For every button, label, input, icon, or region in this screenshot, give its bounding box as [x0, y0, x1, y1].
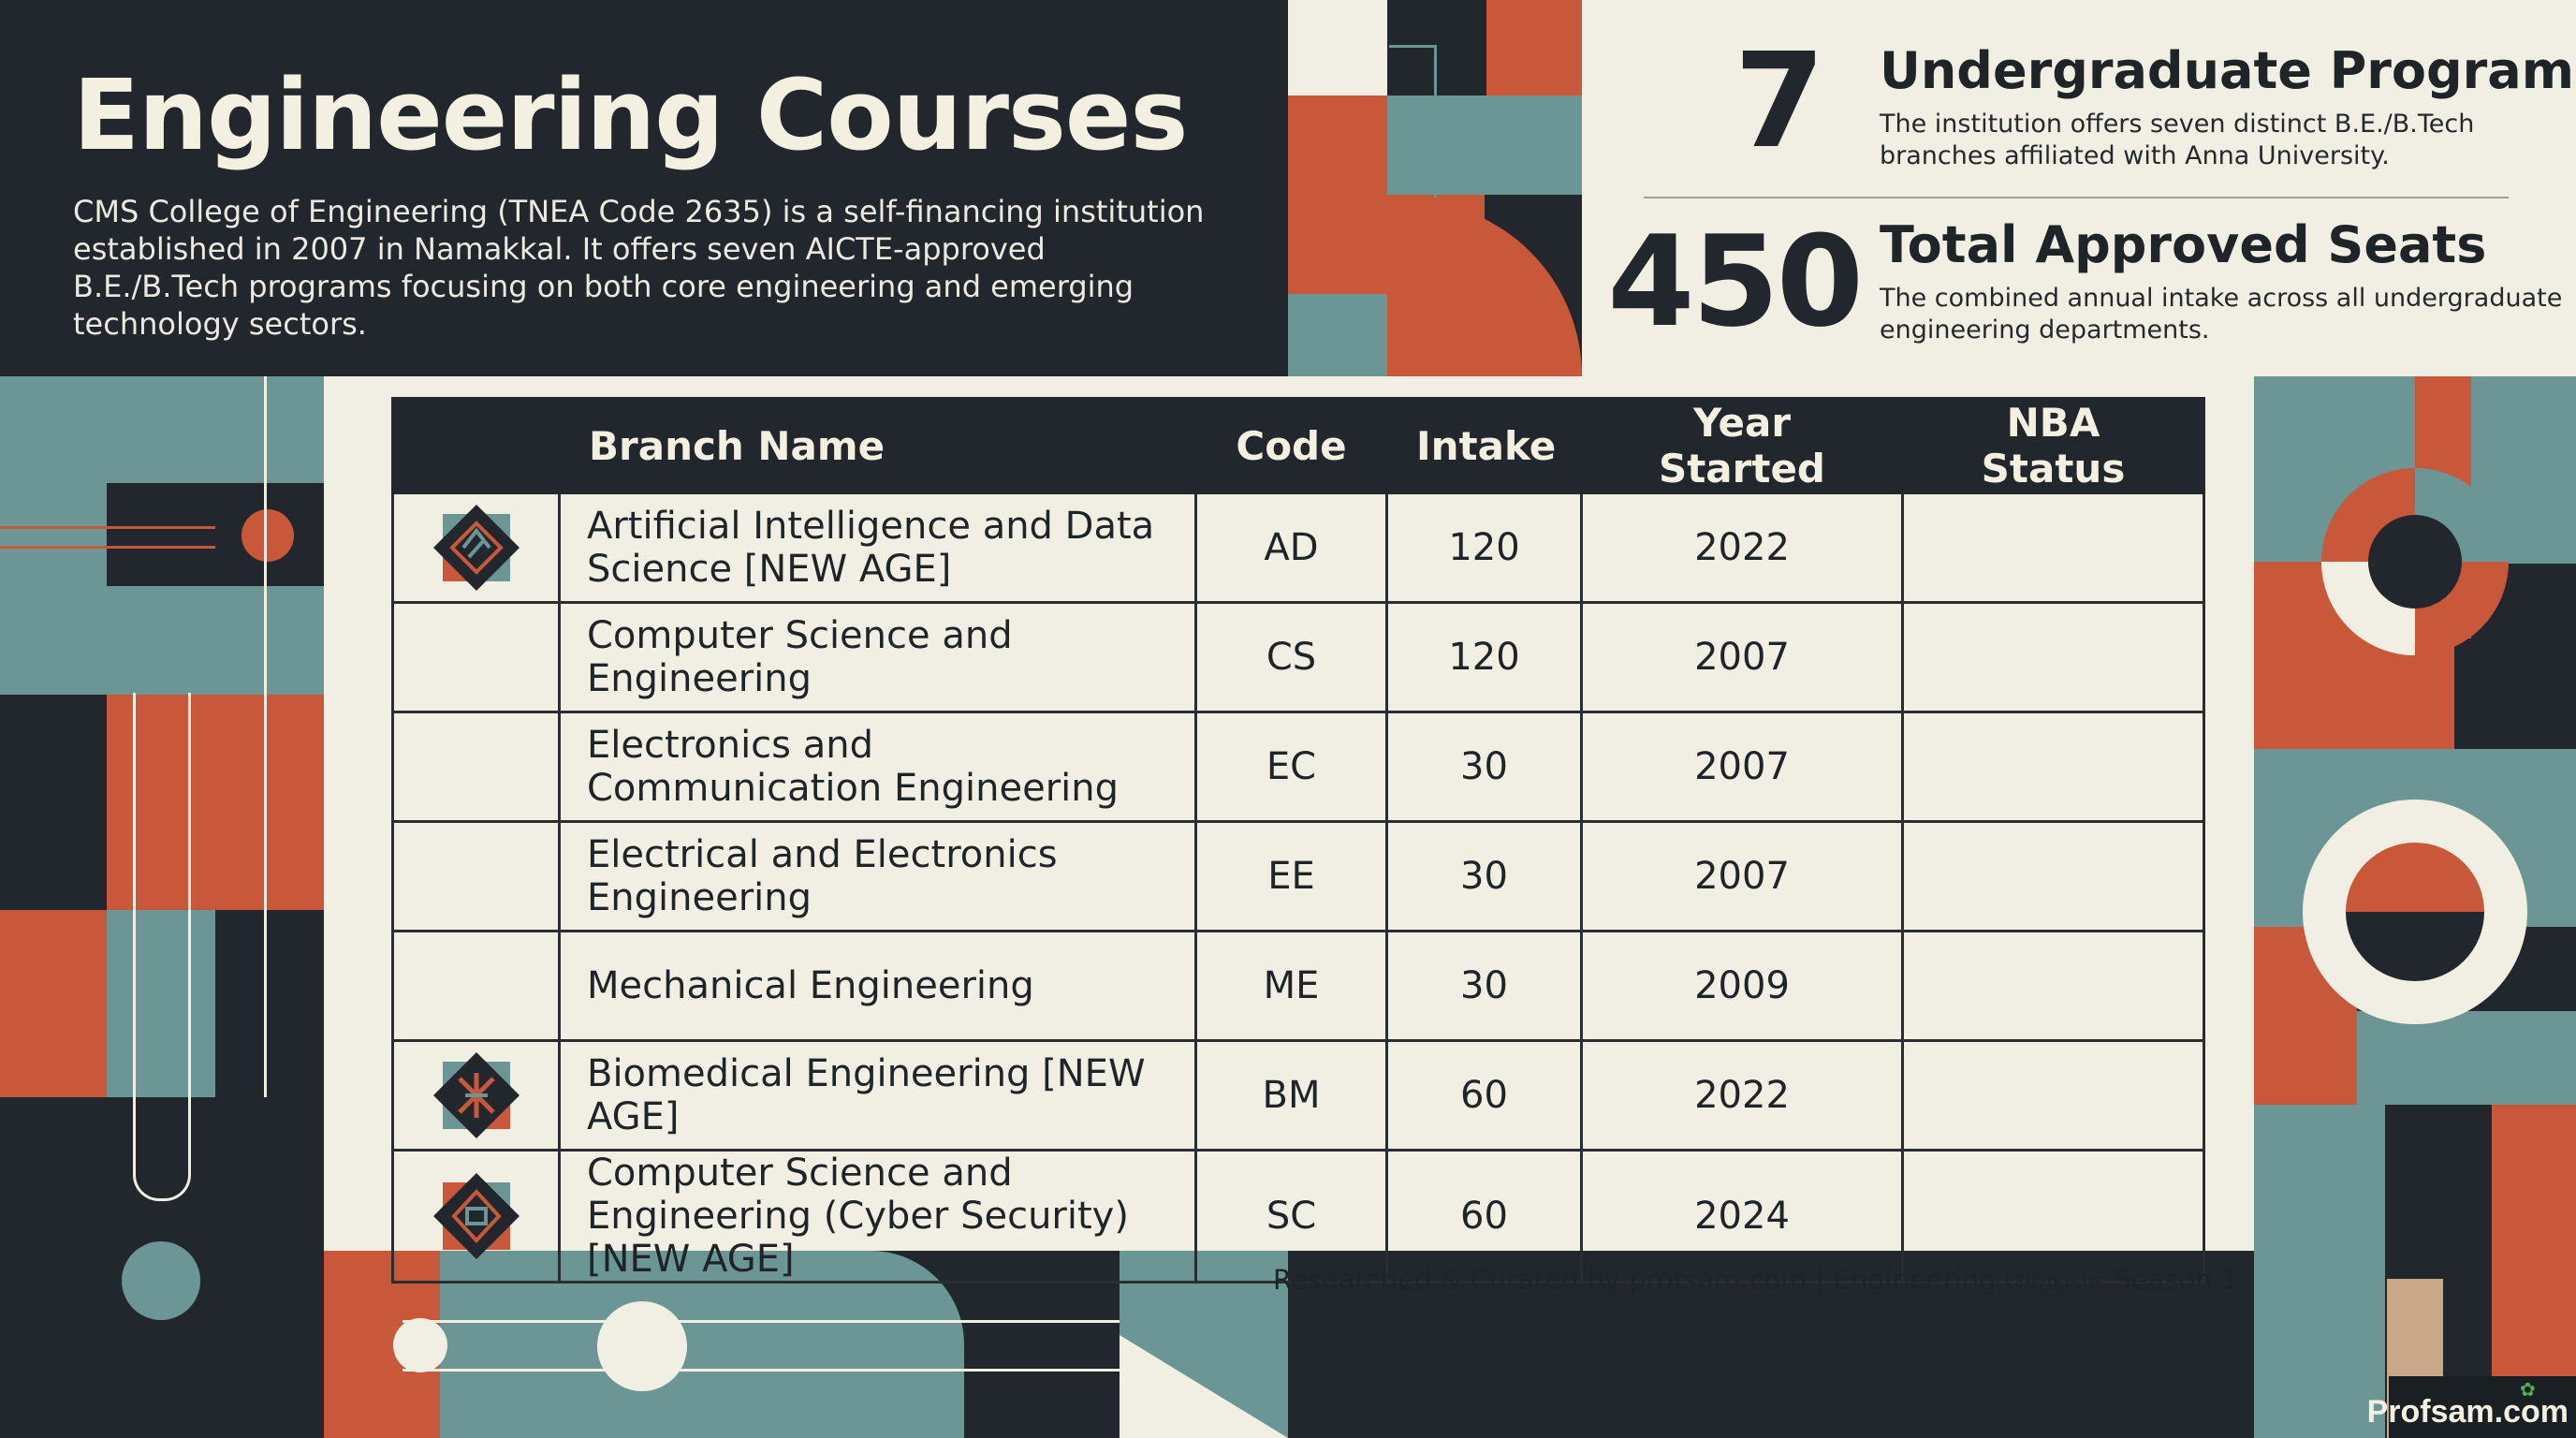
deco-line	[402, 1320, 1120, 1323]
stat-description: The institution offers seven distinct B.…	[1880, 110, 2475, 170]
table-row: Mechanical Engineering ME 30 2009	[391, 930, 2205, 1042]
branch-icon-cell	[391, 930, 561, 1042]
deco-circle	[393, 1318, 447, 1372]
branch-code: BM	[1194, 1039, 1388, 1152]
deco-line	[0, 526, 215, 549]
deco-triangle	[1120, 1335, 1288, 1438]
branch-nba-status	[1901, 492, 2205, 604]
column-header: Branch Name	[558, 397, 1197, 494]
watermark: ✿ Profsam.com	[2367, 1376, 2576, 1438]
column-header: NBA Status	[1901, 397, 2205, 494]
deco-line	[402, 1369, 1120, 1372]
branch-icon-cell	[391, 820, 561, 932]
deco-block	[107, 695, 324, 910]
deco-line	[264, 376, 267, 1097]
branch-nba-status	[1901, 820, 2205, 932]
branch-intake: 60	[1385, 1149, 1583, 1284]
branch-nba-status	[1901, 1039, 2205, 1152]
deco-circle	[597, 1301, 687, 1391]
courses-table: Branch Name Code Intake Year Started NBA…	[391, 397, 2205, 1284]
deco-block	[2357, 1011, 2576, 1105]
branch-name: Computer Science and Engineering	[558, 601, 1197, 713]
column-header-icon	[391, 397, 561, 494]
stat-number: 7	[1734, 25, 1825, 178]
branch-year: 2022	[1580, 1039, 1904, 1152]
deco-block	[1486, 0, 1582, 95]
deco-block	[2254, 1105, 2385, 1438]
branch-intake: 30	[1385, 711, 1583, 823]
branch-year: 2007	[1580, 820, 1904, 932]
branch-code: SC	[1194, 1149, 1388, 1284]
stat-title: Total Approved Seats	[1880, 215, 2487, 274]
branch-name: Biomedical Engineering [NEW AGE]	[558, 1039, 1197, 1152]
column-header: Intake	[1385, 397, 1583, 494]
branch-icon-cell	[391, 711, 561, 823]
branch-year: 2007	[1580, 711, 1904, 823]
deco-quarter-circle	[1387, 200, 1582, 376]
stat-title: Undergraduate Programs	[1880, 41, 2576, 100]
deco-u-shape	[133, 693, 191, 1201]
branch-icon-cell	[391, 492, 561, 604]
deco-block	[1288, 1316, 2224, 1438]
table-row: Electrical and Electronics Engineering E…	[391, 820, 2205, 932]
ai-badge-icon	[432, 503, 521, 593]
branch-name: Computer Science and Engineering (Cyber …	[558, 1149, 1197, 1284]
footer-credit: Researched & Curated by profsam.com | En…	[1273, 1264, 2239, 1296]
biomedical-badge-icon	[432, 1050, 521, 1140]
logo-icon: ✿	[2520, 1378, 2536, 1401]
page-title: Engineering Courses	[73, 58, 1188, 172]
stat-description: The combined annual intake across all un…	[1880, 284, 2563, 345]
branch-year: 2022	[1580, 492, 1904, 604]
branch-nba-status	[1901, 601, 2205, 713]
branch-icon-cell	[391, 601, 561, 713]
cyber-security-badge-icon	[432, 1171, 521, 1261]
branch-name: Electronics and Communication Engineerin…	[558, 711, 1197, 823]
branch-code: EC	[1194, 711, 1388, 823]
deco-block	[215, 910, 324, 1097]
branch-name: Electrical and Electronics Engineering	[558, 820, 1197, 932]
branch-name: Artificial Intelligence and Data Science…	[558, 492, 1197, 604]
stats-panel: 7 Undergraduate Programs The institution…	[1582, 0, 2576, 376]
table-row: Computer Science and Engineering (Cyber …	[391, 1149, 2205, 1284]
branch-code: AD	[1194, 492, 1388, 604]
branch-intake: 120	[1385, 492, 1583, 604]
table-row: Artificial Intelligence and Data Science…	[391, 492, 2205, 604]
column-header: Code	[1194, 397, 1388, 494]
branch-year: 2009	[1580, 930, 1904, 1042]
branch-code: EE	[1194, 820, 1388, 932]
column-header: Year Started	[1580, 397, 1904, 494]
table-row: Biomedical Engineering [NEW AGE] BM 60 2…	[391, 1039, 2205, 1152]
deco-block	[1288, 95, 1387, 195]
branch-intake: 30	[1385, 820, 1583, 932]
stats-divider	[1644, 197, 2509, 198]
deco-ring-hole	[2368, 515, 2462, 609]
deco-line	[1389, 45, 1437, 198]
courses-table-card: Branch Name Code Intake Year Started NBA…	[324, 376, 2254, 1284]
deco-circle	[242, 509, 294, 562]
branch-nba-status	[1901, 711, 2205, 823]
stat-number: 450	[1607, 209, 1864, 355]
branch-intake: 60	[1385, 1039, 1583, 1152]
table-row: Computer Science and Engineering CS 120 …	[391, 601, 2205, 713]
deco-ring-hole	[2346, 843, 2484, 981]
branch-icon-cell	[391, 1149, 561, 1284]
deco-block	[0, 910, 107, 1097]
deco-circle	[122, 1241, 200, 1320]
branch-nba-status	[1901, 1149, 2205, 1284]
branch-intake: 120	[1385, 601, 1583, 713]
branch-nba-status	[1901, 930, 2205, 1042]
deco-block	[1288, 0, 1387, 95]
page-description: CMS College of Engineering (TNEA Code 26…	[73, 194, 1205, 342]
branch-year: 2024	[1580, 1149, 1904, 1284]
branch-icon-cell	[391, 1039, 561, 1152]
table-row: Electronics and Communication Engineerin…	[391, 711, 2205, 823]
branch-intake: 30	[1385, 930, 1583, 1042]
deco-block	[1485, 95, 1582, 195]
table-header-row: Branch Name Code Intake Year Started NBA…	[391, 397, 2205, 494]
watermark-text: Profsam.com	[2366, 1394, 2569, 1430]
branch-name: Mechanical Engineering	[558, 930, 1197, 1042]
branch-year: 2007	[1580, 601, 1904, 713]
branch-code: CS	[1194, 601, 1388, 713]
branch-code: ME	[1194, 930, 1388, 1042]
